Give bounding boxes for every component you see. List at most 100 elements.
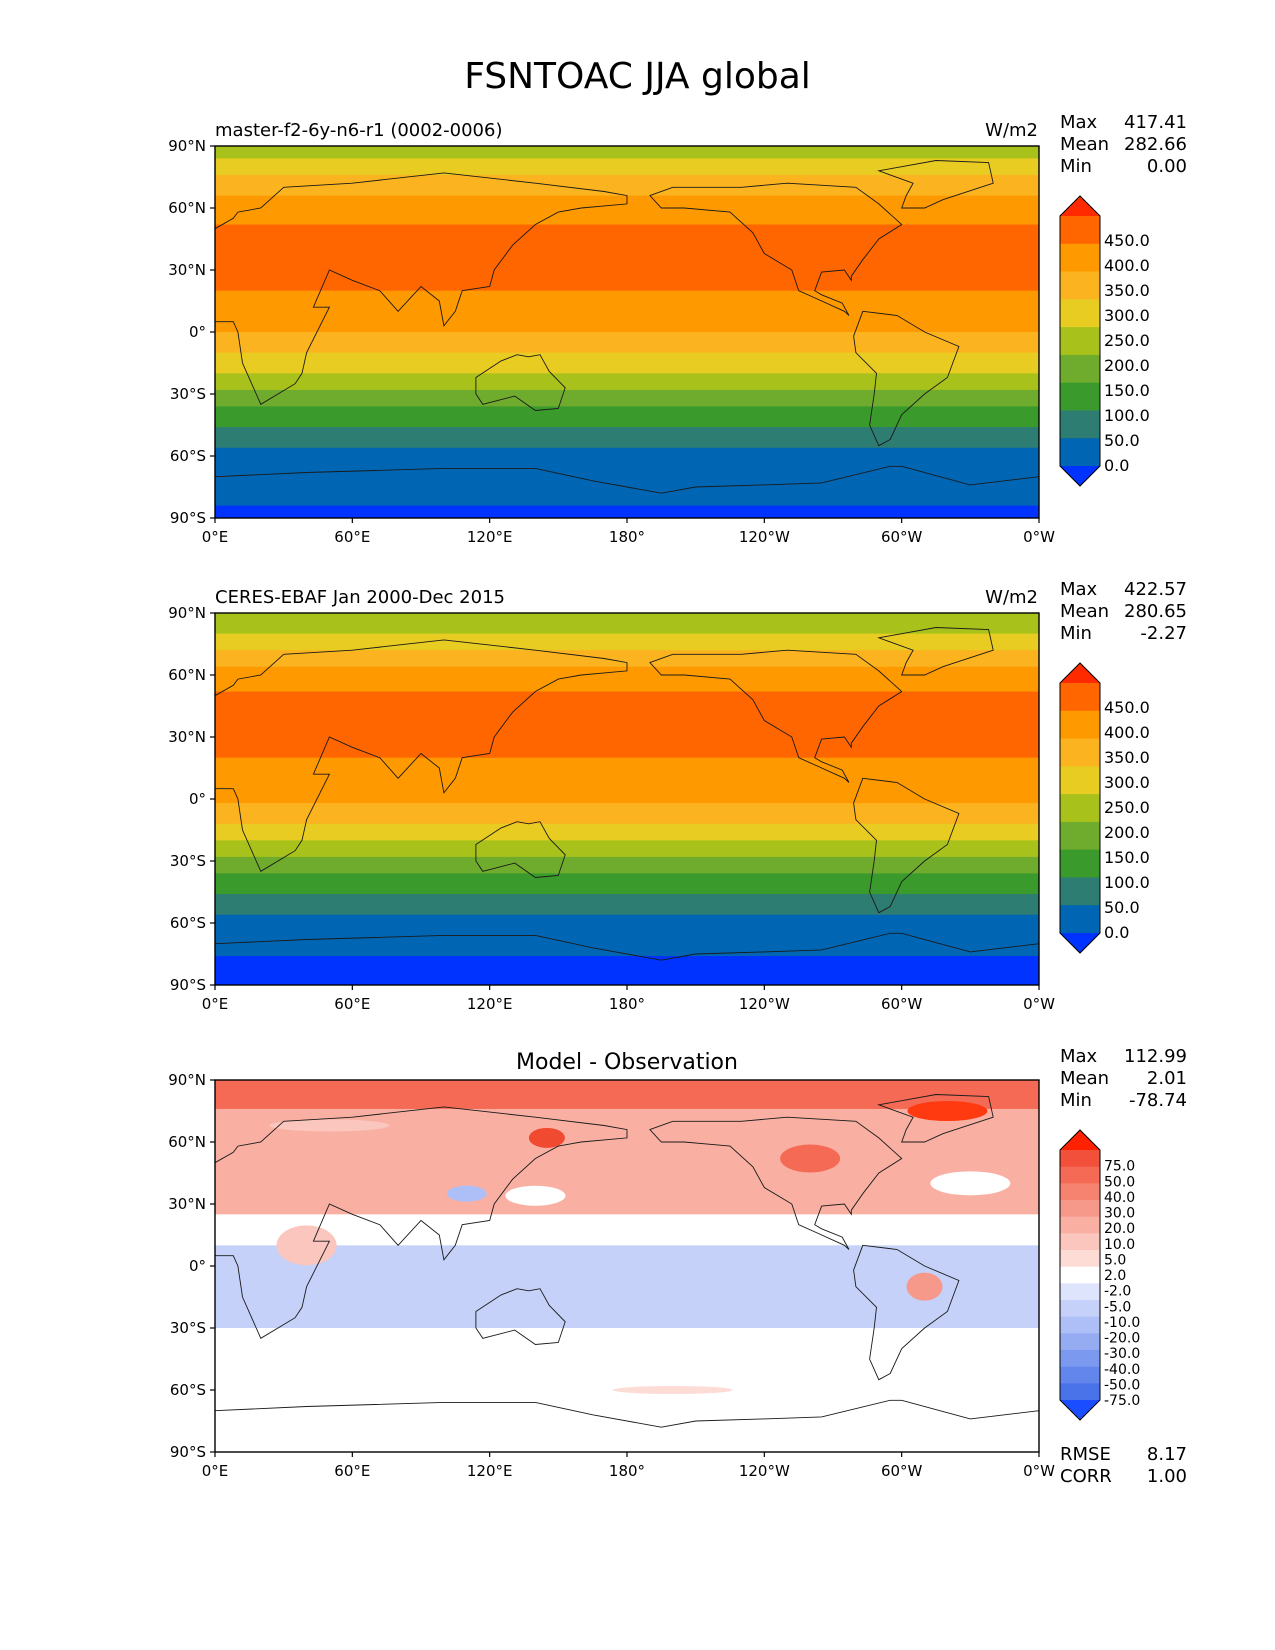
colorbar-extend-max: [1060, 663, 1100, 683]
colorbar-outline: [1059, 662, 1101, 954]
colorbar-tick-label: 150.0: [1104, 848, 1150, 867]
coastline: [215, 639, 628, 872]
stat-label: Max: [1060, 1046, 1098, 1067]
colorbar-tick-label: 150.0: [1104, 381, 1150, 400]
stat-value: 8.17: [1146, 1444, 1187, 1465]
lat-tick-label: 0°: [189, 323, 206, 341]
lon-tick-label: 120°W: [739, 995, 790, 1013]
lat-tick-label: 60°N: [168, 1133, 206, 1151]
panel-left-title: master-f2-6y-n6-r1 (0002-0006): [215, 120, 503, 141]
field-band: [215, 427, 1039, 449]
field-band: [215, 782, 1039, 804]
field-band: [215, 1214, 1039, 1246]
coastline: [475, 821, 566, 878]
colorbar-tick-label: 40.0: [1104, 1190, 1135, 1206]
colorbar-segment: [1060, 794, 1100, 823]
stat-label: Max: [1060, 112, 1098, 133]
stat-value: 422.57: [1124, 579, 1187, 600]
colorbar-outline: [1059, 1129, 1101, 1421]
coastline: [649, 1116, 903, 1250]
colorbar-segment: [1060, 216, 1100, 245]
colorbar-tick-label: 200.0: [1104, 823, 1150, 842]
stat-label: Max: [1060, 579, 1098, 600]
colorbar-extend-min: [1060, 466, 1100, 486]
field-band: [215, 873, 1039, 895]
colorbar-extend-max: [1060, 196, 1100, 216]
lon-tick-label: 60°W: [881, 1462, 923, 1480]
field-anomaly: [528, 1127, 565, 1148]
colorbar-segment: [1060, 877, 1100, 906]
colorbar-segment: [1060, 354, 1100, 384]
stat-label: Mean: [1060, 1068, 1110, 1089]
colorbar-segment: [1060, 438, 1100, 467]
colorbar-extend-max: [1060, 1130, 1100, 1150]
panel-center-title: Model - Observation: [516, 1050, 738, 1075]
colorbar-segment: [1060, 1233, 1100, 1251]
lat-tick-label: 90°S: [170, 509, 206, 527]
stat-label: Min: [1060, 623, 1092, 644]
field-band: [215, 290, 1039, 316]
lon-tick-label: 180°: [609, 995, 645, 1013]
lat-tick-label: 0°: [189, 790, 206, 808]
lon-tick-label: 120°W: [739, 1462, 790, 1480]
colorbar-tick-label: -50.0: [1104, 1377, 1140, 1393]
colorbar-tick-label: 350.0: [1104, 748, 1150, 767]
colorbar-segment: [1060, 1216, 1100, 1234]
panel-stats: Max 422.57 Mean 280.65 Min -2.27: [1060, 579, 1187, 645]
lon-tick-label: 0°E: [202, 528, 229, 546]
field-band: [215, 840, 1039, 858]
colorbar-tick-label: 0.0: [1104, 456, 1129, 475]
colorbar-tick-label: 0.0: [1104, 923, 1129, 942]
coastline: [475, 354, 566, 411]
colorbar-segment: [1060, 710, 1100, 740]
colorbar-extend-min: [1060, 933, 1100, 953]
stat-value: 2.01: [1146, 1068, 1187, 1089]
colorbar-model: 450.0 400.0 350.0 300.0 250.0 200.0 150.0 100.0…: [1059, 195, 1150, 487]
field-band: [215, 691, 1039, 759]
coastline: [215, 465, 1039, 518]
lat-tick-label: 30°S: [170, 1319, 206, 1337]
colorbar-segment: [1060, 849, 1100, 878]
lon-tick-label: 120°E: [467, 1462, 513, 1480]
lat-tick-label: 30°S: [170, 852, 206, 870]
lat-tick-label: 60°S: [170, 1381, 206, 1399]
field-band: [215, 757, 1039, 783]
colorbar-segment: [1060, 1283, 1100, 1301]
colorbar-tick-label: 5.0: [1104, 1252, 1126, 1268]
colorbar-tick-label: 50.0: [1104, 431, 1140, 450]
colorbar-segment: [1060, 1150, 1100, 1168]
lon-tick-label: 0°E: [202, 1462, 229, 1480]
field-band: [215, 447, 1039, 507]
lon-tick-label: 120°W: [739, 528, 790, 546]
coastline: [215, 172, 628, 405]
colorbar-extend-min: [1060, 1400, 1100, 1420]
colorbar-tick-label: 2.0: [1104, 1268, 1126, 1284]
coastline: [215, 1106, 628, 1339]
colorbar-tick-label: 400.0: [1104, 256, 1150, 275]
lon-tick-label: 60°W: [881, 995, 923, 1013]
lat-tick-label: 30°N: [168, 1195, 206, 1213]
panel-units: W/m2: [985, 120, 1038, 141]
coastline: [649, 182, 903, 316]
panel-observation: CERES-EBAF Jan 2000-Dec 2015 W/m2 Max 422…: [0, 467, 1275, 1013]
lat-tick-label: 90°N: [168, 607, 206, 622]
coastline: [877, 160, 994, 209]
panel-left-title: CERES-EBAF Jan 2000-Dec 2015: [215, 587, 505, 608]
stat-label: Mean: [1060, 134, 1110, 155]
field-band: [215, 613, 1039, 635]
map-field: [215, 146, 1039, 518]
stat-label: Min: [1060, 156, 1092, 177]
stat-value: -2.27: [1140, 623, 1187, 644]
colorbar-tick-label: 75.0: [1104, 1159, 1135, 1175]
colorbar-tick-label: 200.0: [1104, 356, 1150, 375]
colorbar-tick-label: 100.0: [1104, 873, 1150, 892]
field-anomaly: [269, 1119, 390, 1132]
colorbar-tick-label: 300.0: [1104, 773, 1150, 792]
colorbar-segment: [1060, 683, 1100, 712]
colorbar-tick-label: -10.0: [1104, 1315, 1140, 1331]
lat-tick-label: 60°S: [170, 914, 206, 932]
field-band: [215, 406, 1039, 428]
panel-footer-stats: RMSE 8.17 CORR 1.00: [1060, 1444, 1187, 1488]
colorbar-segment: [1060, 271, 1100, 300]
colorbar-observation: 450.0 400.0 350.0 300.0 250.0 200.0 150.0 100.0…: [1059, 662, 1150, 954]
